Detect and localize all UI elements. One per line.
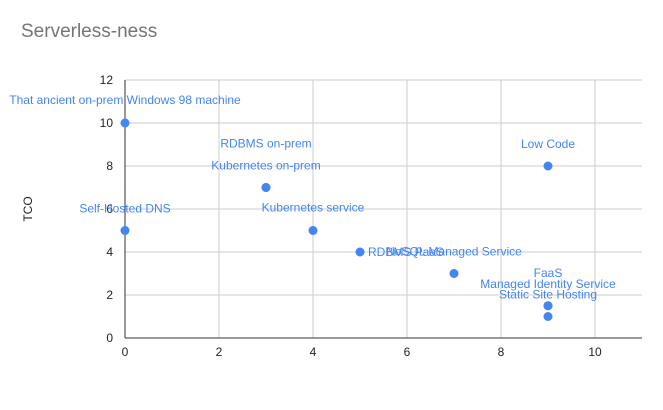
y-tick-label-2: 4 bbox=[106, 245, 113, 259]
data-label-2: RDBMS on-prem bbox=[220, 137, 311, 151]
y-tick-label-4: 8 bbox=[106, 159, 113, 173]
chart-title: Serverless-ness bbox=[21, 21, 158, 42]
data-label-1: Self-Hosted DNS bbox=[79, 202, 170, 216]
y-tick-label-6: 12 bbox=[100, 73, 114, 87]
data-label-8: FaaS bbox=[534, 266, 563, 280]
x-tick-label-5: 10 bbox=[588, 345, 602, 359]
y-axis-title: TCO bbox=[21, 196, 35, 221]
data-label-5: RDBMS PaaS bbox=[368, 245, 444, 259]
tick-labels: 0 2 4 6 8 10 12 0 2 4 6 8 10 bbox=[100, 73, 602, 359]
data-point-1 bbox=[120, 226, 130, 235]
data-point-3 bbox=[261, 183, 271, 192]
x-tick-label-4: 8 bbox=[498, 345, 505, 359]
y-tick-label-3: 6 bbox=[106, 202, 113, 216]
x-tick-label-0: 0 bbox=[122, 345, 129, 359]
y-tick-label-5: 10 bbox=[100, 116, 114, 130]
data-label-0: That ancient on-prem Windows 98 machine bbox=[9, 93, 241, 107]
x-tick-label-2: 4 bbox=[310, 345, 317, 359]
data-point-9 bbox=[543, 301, 553, 311]
grid-lines bbox=[125, 79, 642, 338]
data-labels: That ancient on-prem Windows 98 machine S… bbox=[9, 93, 616, 302]
x-tick-label-3: 6 bbox=[404, 345, 411, 359]
data-point-5 bbox=[355, 247, 365, 257]
data-point-0 bbox=[120, 118, 130, 128]
data-point-10 bbox=[543, 312, 553, 321]
data-point-4 bbox=[308, 226, 318, 235]
data-label-3: Kubernetes on-prem bbox=[211, 159, 320, 173]
data-label-10: Static Site Hosting bbox=[499, 288, 597, 302]
data-point-6 bbox=[449, 269, 459, 278]
data-label-6: NoSQL Managed Service bbox=[386, 245, 522, 259]
data-point-7 bbox=[543, 161, 553, 171]
data-label-4: Kubernetes service bbox=[262, 201, 365, 215]
data-label-7: Low Code bbox=[521, 137, 575, 151]
y-tick-label-1: 2 bbox=[106, 288, 113, 302]
y-tick-label-0: 0 bbox=[106, 331, 113, 345]
data-label-9: Managed Identity Service bbox=[480, 277, 616, 291]
x-tick-label-1: 2 bbox=[216, 345, 223, 359]
data-points bbox=[120, 118, 553, 321]
